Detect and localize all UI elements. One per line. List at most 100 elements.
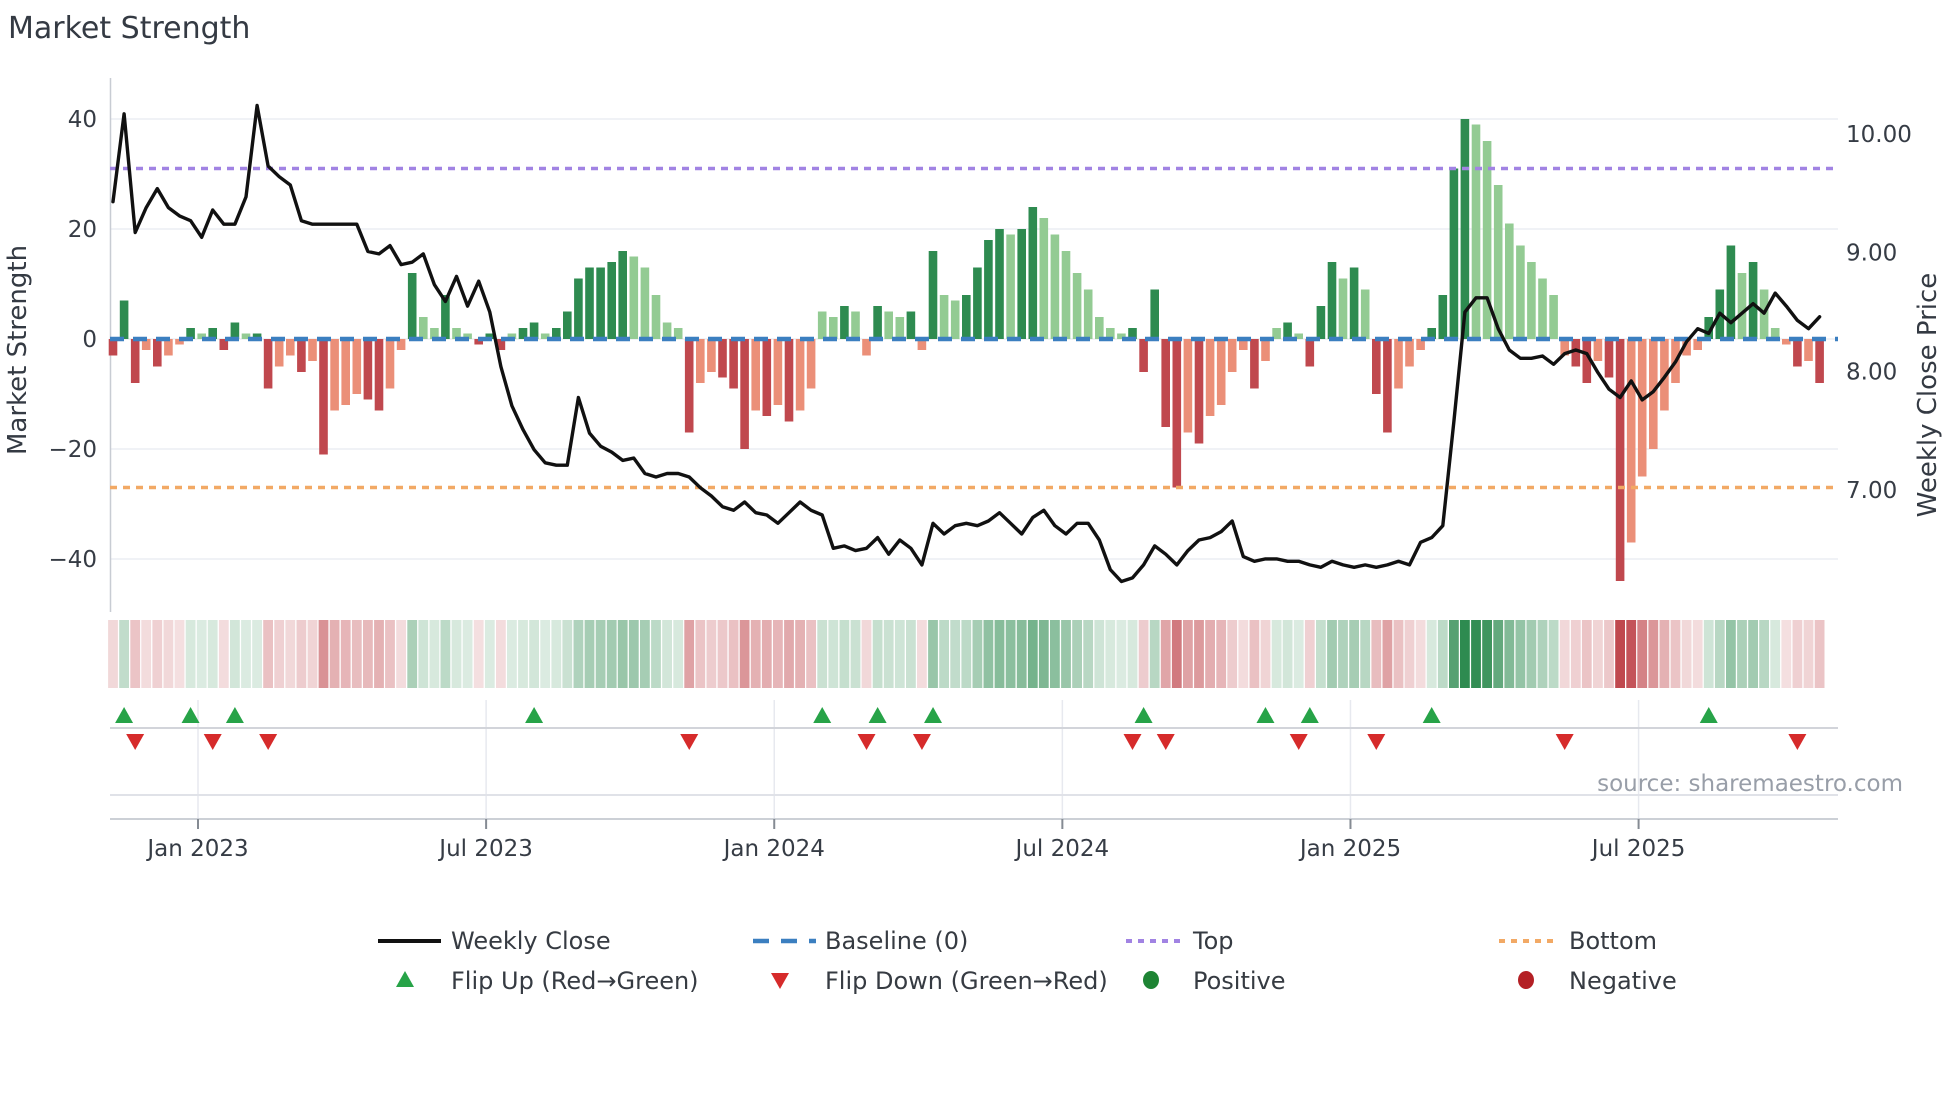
heatmap-cell (1404, 620, 1415, 688)
strength-bar (1128, 328, 1137, 339)
strength-bar (1626, 339, 1636, 543)
strength-bar (396, 339, 406, 350)
flip-up-marker (1422, 707, 1441, 723)
heatmap-cell (706, 620, 717, 688)
heatmap-cell (1216, 620, 1227, 688)
heatmap-cell (551, 620, 562, 688)
heatmap-cell (1714, 620, 1725, 688)
strength-bar (1039, 218, 1049, 339)
heatmap-cell (761, 620, 772, 688)
strength-bar (740, 339, 749, 449)
heatmap-cell (540, 620, 551, 688)
heatmap-cell (1526, 620, 1537, 688)
heatmap-cell (850, 620, 861, 688)
heatmap-cell (396, 620, 406, 688)
heatmap-cell (1171, 620, 1182, 688)
heatmap-cell (307, 620, 318, 688)
strength-bar (1117, 333, 1126, 339)
strength-bar (873, 306, 882, 339)
strength-bar (1571, 339, 1581, 367)
heatmap-cell (1083, 620, 1094, 688)
strength-bar (640, 267, 650, 339)
strength-bar-layer (108, 119, 1824, 581)
heatmap-cell (440, 620, 451, 688)
legend-baseline-label: Baseline (0) (825, 927, 968, 955)
heatmap-cell (484, 620, 495, 688)
left-tick-label: 0 (82, 327, 97, 353)
flip-down-marker (259, 734, 278, 750)
strength-bar (1261, 339, 1270, 361)
legend-flip-up-label: Flip Up (Red→Green) (451, 967, 699, 995)
heatmap-cell (1072, 620, 1082, 688)
heatmap-cell (1227, 620, 1238, 688)
flip-up-marker (1300, 707, 1319, 723)
strength-bar (928, 251, 938, 339)
strength-bar (1239, 339, 1248, 350)
x-tick-label: Jan 2024 (722, 836, 825, 862)
negative-dot-icon (1518, 971, 1534, 989)
strength-bar (840, 306, 849, 339)
strength-bar (939, 295, 949, 339)
heatmap-cell (1493, 620, 1504, 688)
heatmap-cell (141, 620, 152, 688)
heatmap-cell (1615, 620, 1625, 688)
heatmap-cell (529, 620, 539, 688)
heatmap-cell (207, 620, 218, 688)
heatmap-cell (1349, 620, 1359, 688)
heatmap-cell (429, 620, 440, 688)
heatmap-cell (628, 620, 639, 688)
strength-bar (1227, 339, 1237, 372)
strength-bar (485, 333, 495, 339)
strength-bar (1061, 251, 1071, 339)
heatmap-cell (861, 620, 872, 688)
x-tick-label: Jan 2023 (145, 836, 248, 862)
heatmap-cell (1005, 620, 1016, 688)
heatmap-cell (363, 620, 373, 688)
heatmap-cell (1759, 620, 1769, 688)
strength-bar (1294, 333, 1303, 339)
heatmap-cell (1293, 620, 1304, 688)
strength-bar (950, 300, 960, 339)
flip-up-marker (181, 707, 200, 723)
heatmap-cell (1138, 620, 1149, 688)
strength-bar (917, 339, 927, 350)
flip-down-marker (1555, 734, 1574, 750)
flip-up-marker (1256, 707, 1275, 723)
strength-bar (1704, 317, 1713, 339)
heatmap-cell (1183, 620, 1193, 688)
strength-bar (1416, 339, 1425, 350)
strength-bar (540, 333, 550, 339)
strength-bar (1372, 339, 1381, 394)
heatmap-cell (130, 620, 141, 688)
heatmap-cell (1437, 620, 1448, 688)
heatmap-cell (385, 620, 395, 688)
strength-bar (618, 251, 627, 339)
heatmap-cell (263, 620, 273, 688)
strength-bar (851, 311, 860, 339)
heatmap-cell (296, 620, 307, 688)
x-tick-label: Jan 2025 (1298, 836, 1401, 862)
strength-bar (1017, 229, 1026, 339)
flip-up-marker (813, 707, 832, 723)
strength-bar (452, 328, 461, 339)
flip-down-marker (1123, 734, 1142, 750)
flip-down-marker (1156, 734, 1175, 750)
heatmap-cell (1160, 620, 1171, 688)
strength-bar (773, 339, 783, 405)
heatmap-cell (1726, 620, 1736, 688)
heatmap-cell (329, 620, 340, 688)
heatmap-cell (1027, 620, 1038, 688)
strength-bar (1815, 339, 1824, 383)
heatmap-cell (218, 620, 229, 688)
strength-bar (1150, 289, 1159, 339)
strength-bar (1682, 339, 1691, 356)
heatmap-cell (606, 620, 617, 688)
strength-bar (1360, 289, 1370, 339)
strength-bar (784, 339, 794, 422)
strength-bar (1216, 339, 1226, 405)
heatmap-cell (728, 620, 739, 688)
heatmap-cell (1604, 620, 1614, 688)
heatmap-cell (595, 620, 606, 688)
flip-up-marker (525, 707, 544, 723)
strength-bar (297, 339, 306, 372)
